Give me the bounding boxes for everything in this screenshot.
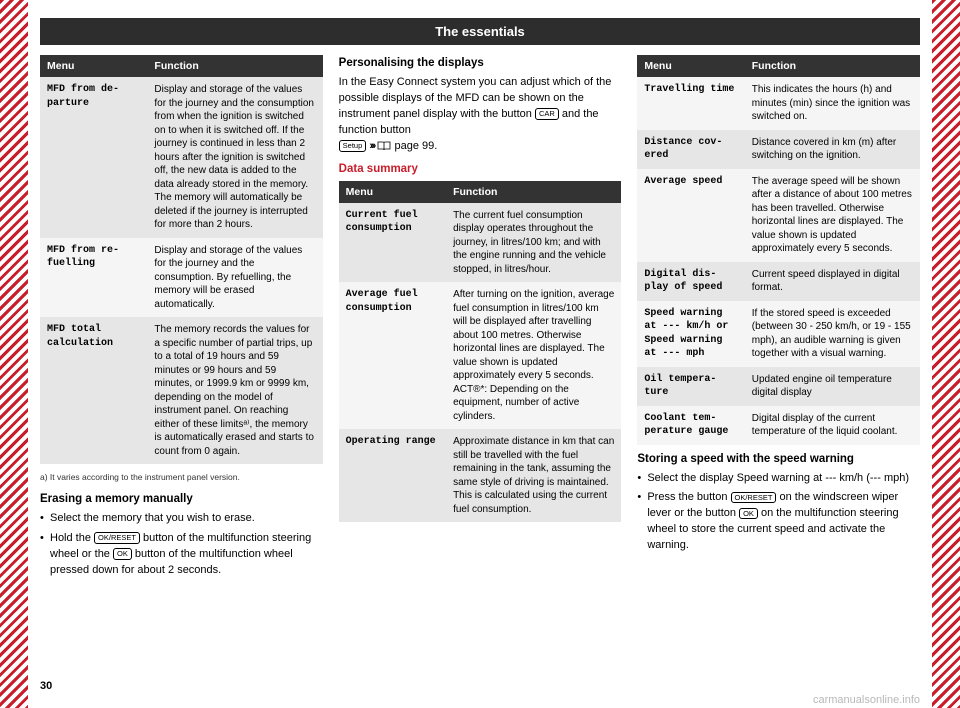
- table-header-function: Function: [446, 181, 621, 203]
- column-middle: Personalising the displays In the Easy C…: [339, 55, 622, 587]
- table-row: Coolant tem-perature gauge Digital displ…: [637, 406, 920, 445]
- ok-button-icon: OK: [739, 508, 758, 520]
- column-right: Menu Function Travelling time This indic…: [637, 55, 920, 587]
- cell-label: MFD total calculation: [40, 317, 147, 464]
- cell-desc: Digital display of the current temperatu…: [745, 406, 920, 445]
- list-item: Select the display Speed warning at --- …: [637, 471, 920, 487]
- cell-desc: The memory records the values for a spec…: [147, 317, 322, 464]
- text: Select the display: [647, 472, 736, 484]
- store-speed-bullets: Select the display Speed warning at --- …: [637, 471, 920, 555]
- cell-desc: This indicates the hours (h) and minutes…: [745, 77, 920, 130]
- cell-label: Digital dis-play of speed: [637, 262, 744, 301]
- personalise-heading: Personalising the displays: [339, 57, 622, 69]
- table-row: Operating range Approximate distance in …: [339, 429, 622, 522]
- cell-desc: Approximate distance in km that can stil…: [446, 429, 621, 522]
- cell-label: Average fuel consumption: [339, 282, 446, 429]
- page-reference: page 99.: [394, 140, 437, 152]
- cell-desc: Distance covered in km (m) after switchi…: [745, 130, 920, 169]
- erase-bullets: Select the memory that you wish to erase…: [40, 511, 323, 579]
- table-row: Oil tempera-ture Updated engine oil temp…: [637, 367, 920, 406]
- cell-desc: After turning on the ignition, average f…: [446, 282, 621, 429]
- text: Hold the: [50, 532, 94, 544]
- cell-desc: The current fuel consumption display ope…: [446, 203, 621, 283]
- data-summary-heading: Data summary: [339, 163, 622, 175]
- page-header: The essentials: [40, 18, 920, 45]
- cell-desc: Updated engine oil temperature digital d…: [745, 367, 920, 406]
- mfd-memory-table: Menu Function MFD from de-parture Displa…: [40, 55, 323, 464]
- page-number: 30: [40, 680, 52, 692]
- cell-desc: The average speed will be shown after a …: [745, 169, 920, 262]
- ok-reset-button-icon: OK/RESET: [731, 492, 777, 504]
- decorative-stripes-left: [0, 0, 28, 708]
- ok-reset-button-icon: OK/RESET: [94, 532, 140, 544]
- table-row: Average fuel consumption After turning o…: [339, 282, 622, 429]
- mono-text: Speed warning at --- km/h (--- mph): [737, 472, 909, 484]
- cell-label: Speed warning at --- km/h or Speed warni…: [637, 301, 744, 367]
- table-row: Average speed The average speed will be …: [637, 169, 920, 262]
- cell-label: Average speed: [637, 169, 744, 262]
- table-row: Digital dis-play of speed Current speed …: [637, 262, 920, 301]
- table-row: Speed warning at --- km/h or Speed warni…: [637, 301, 920, 367]
- car-button-icon: CAR: [535, 108, 559, 120]
- data-summary-table-2: Menu Function Travelling time This indic…: [637, 55, 920, 445]
- table-row: Travelling time This indicates the hours…: [637, 77, 920, 130]
- table-header-function: Function: [745, 55, 920, 77]
- decorative-stripes-right: [932, 0, 960, 708]
- cell-desc: If the stored speed is exceeded (between…: [745, 301, 920, 367]
- cell-desc: Display and storage of the values for th…: [147, 77, 322, 238]
- table-row: Distance cov-ered Distance covered in km…: [637, 130, 920, 169]
- cell-label: Oil tempera-ture: [637, 367, 744, 406]
- setup-button-icon: Setup: [339, 140, 367, 152]
- cell-label: Operating range: [339, 429, 446, 522]
- list-item: Select the memory that you wish to erase…: [40, 511, 323, 527]
- ok-button-icon: OK: [113, 548, 132, 560]
- three-column-layout: Menu Function MFD from de-parture Displa…: [40, 55, 920, 587]
- table-row: MFD from de-parture Display and storage …: [40, 77, 323, 238]
- cell-desc: Current speed displayed in digital forma…: [745, 262, 920, 301]
- table-row: MFD from re-fuelling Display and storage…: [40, 238, 323, 318]
- list-item: Press the button OK/RESET on the windscr…: [637, 490, 920, 554]
- book-icon: [377, 141, 391, 151]
- data-summary-table: Menu Function Current fuel consumption T…: [339, 181, 622, 523]
- table-header-menu: Menu: [339, 181, 446, 203]
- triple-arrow-icon: ›››: [369, 140, 374, 152]
- cell-label: MFD from de-parture: [40, 77, 147, 238]
- table-header-function: Function: [147, 55, 322, 77]
- cell-label: Current fuel consumption: [339, 203, 446, 283]
- table-footnote: a) It varies according to the instrument…: [40, 472, 323, 483]
- cell-label: Coolant tem-perature gauge: [637, 406, 744, 445]
- table-header-menu: Menu: [637, 55, 744, 77]
- erase-heading: Erasing a memory manually: [40, 493, 323, 505]
- personalise-text: In the Easy Connect system you can adjus…: [339, 75, 622, 155]
- table-row: Current fuel consumption The current fue…: [339, 203, 622, 283]
- table-header-menu: Menu: [40, 55, 147, 77]
- watermark: carmanualsonline.info: [813, 694, 920, 706]
- cell-label: Travelling time: [637, 77, 744, 130]
- cell-label: MFD from re-fuelling: [40, 238, 147, 318]
- text: Press the button: [647, 491, 730, 503]
- cell-desc: Display and storage of the values for th…: [147, 238, 322, 318]
- table-row: MFD total calculation The memory records…: [40, 317, 323, 464]
- page-content: The essentials Menu Function MFD from de…: [40, 18, 920, 696]
- store-speed-heading: Storing a speed with the speed warning: [637, 453, 920, 465]
- list-item: Hold the OK/RESET button of the multifun…: [40, 531, 323, 579]
- cell-label: Distance cov-ered: [637, 130, 744, 169]
- column-left: Menu Function MFD from de-parture Displa…: [40, 55, 323, 587]
